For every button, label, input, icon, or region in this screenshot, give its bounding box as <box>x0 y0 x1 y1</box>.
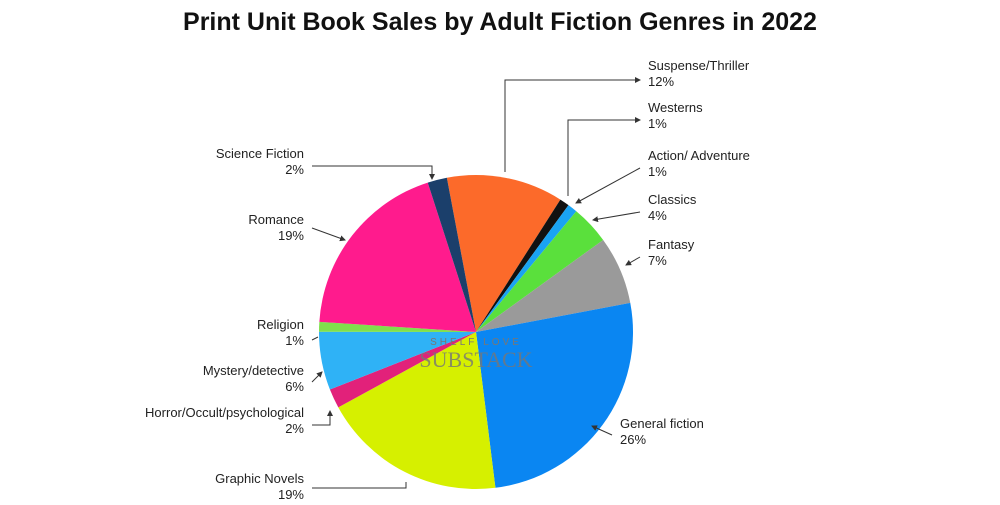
slice <box>319 321 476 332</box>
slice-label: General fiction <box>620 416 704 431</box>
slice <box>319 182 476 332</box>
slice-label: Suspense/Thriller <box>648 58 750 73</box>
leader-line <box>567 117 641 196</box>
value-label: 7% <box>648 253 667 268</box>
leader-line <box>625 256 641 266</box>
leader-line <box>504 77 641 172</box>
watermark: SUBSTACK <box>419 347 532 372</box>
value-label: 26% <box>620 432 646 447</box>
value-label: 19% <box>278 487 304 500</box>
slice-label: Religion <box>257 317 304 332</box>
leader-line <box>312 482 407 489</box>
slice <box>476 211 604 332</box>
slice-label: Science Fiction <box>216 146 304 161</box>
slice <box>446 175 561 332</box>
value-label: 12% <box>648 74 674 89</box>
slice-label: Classics <box>648 192 697 207</box>
leader-line <box>312 165 435 180</box>
slice-label: Graphic Novels <box>215 471 304 486</box>
slice <box>319 331 476 390</box>
value-label: 1% <box>285 333 304 348</box>
slice <box>476 239 631 332</box>
value-label: 1% <box>648 164 667 179</box>
slice <box>476 205 577 332</box>
pie <box>319 175 633 489</box>
value-label: 1% <box>648 116 667 131</box>
slice <box>476 302 633 488</box>
leader-line <box>311 371 323 383</box>
slice <box>476 199 569 332</box>
value-label: 4% <box>648 208 667 223</box>
slice <box>427 177 476 332</box>
slice-label: Romance <box>248 212 304 227</box>
value-label: 19% <box>278 228 304 243</box>
slice-label: Horror/Occult/psychological <box>145 405 304 420</box>
leader-line <box>311 227 346 242</box>
value-label: 6% <box>285 379 304 394</box>
slice-label: Action/ Adventure <box>648 148 750 163</box>
leader-line <box>592 211 641 223</box>
value-label: 2% <box>285 421 304 436</box>
slice-label: Mystery/detective <box>203 363 304 378</box>
slice-label: Fantasy <box>648 237 695 252</box>
leader-line <box>575 167 641 204</box>
slice-label: Westerns <box>648 100 703 115</box>
leader-line <box>591 425 613 436</box>
slice <box>338 332 496 489</box>
slice <box>329 332 476 408</box>
leader-line <box>311 336 319 341</box>
leader-line <box>312 410 333 426</box>
chart-title: Print Unit Book Sales by Adult Fiction G… <box>183 8 817 36</box>
value-label: 2% <box>285 162 304 177</box>
watermark: SHELF LOVE <box>430 337 522 348</box>
